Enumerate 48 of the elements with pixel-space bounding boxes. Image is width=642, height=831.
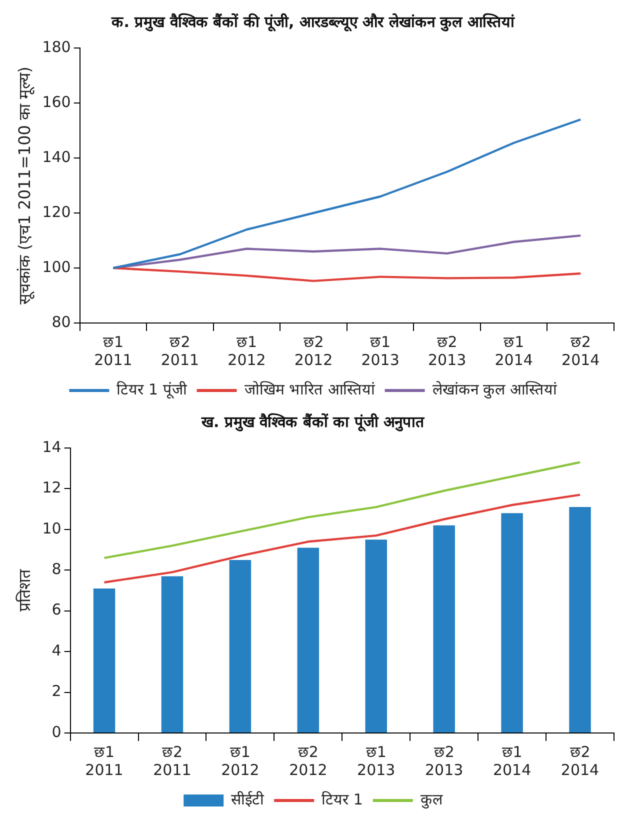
bar xyxy=(501,513,523,732)
chart-title: क. प्रमुख वैश्विक बैंकों की पूंजी, आरडब्ल्यूए और लेखांकन कुल आस्तियां xyxy=(110,12,516,32)
x-tick-label: छ1 2011 xyxy=(94,332,132,369)
y-tick-label: 140 xyxy=(42,148,71,166)
legend-label: कुल xyxy=(420,790,444,810)
y-tick-label: 160 xyxy=(42,92,71,111)
legend-label: जोखिम भारित आस्तियां xyxy=(244,380,376,398)
y-axis-title: सूचकांक (एच1 2011=100 का मूल्य) xyxy=(14,66,35,304)
y-axis-title: प्रतिशत xyxy=(14,568,34,612)
x-tick-label: छ2 2013 xyxy=(428,332,466,369)
y-tick-label: 14 xyxy=(42,438,62,456)
bar xyxy=(365,540,387,732)
bar xyxy=(297,548,320,732)
x-tick-label: छ1 2011 xyxy=(85,742,124,779)
x-tick-label: छ1 2014 xyxy=(492,742,532,779)
y-tick-label: 4 xyxy=(52,641,62,660)
x-tick-label: छ2 2011 xyxy=(153,742,192,779)
x-tick-label: छ2 2012 xyxy=(289,742,328,779)
y-tick-label: 0 xyxy=(52,722,62,741)
x-tick-label: छ2 2014 xyxy=(562,332,600,369)
bar xyxy=(569,507,591,732)
y-tick-label: 8 xyxy=(52,560,62,578)
x-tick-label: छ1 2012 xyxy=(228,332,266,369)
y-tick-label: 6 xyxy=(52,600,62,619)
legend-label: टियर 1 पूंजी xyxy=(116,380,188,400)
y-tick-label: 2 xyxy=(52,682,62,700)
legend-label: सीईटी xyxy=(231,790,266,808)
y-tick-label: 80 xyxy=(52,312,71,331)
x-tick-label: छ1 2013 xyxy=(361,332,400,369)
chart-title: ख. प्रमुख वैश्विक बैंकों का पूंजी अनुपात xyxy=(200,412,426,432)
legend-label: लेखांकन कुल आस्तियां xyxy=(432,380,558,400)
bar xyxy=(161,576,184,732)
x-tick-label: छ2 2013 xyxy=(424,742,464,779)
y-tick-label: 10 xyxy=(42,519,62,538)
bar xyxy=(229,560,252,732)
x-tick-label: छ1 2013 xyxy=(357,742,396,779)
x-tick-label: छ2 2012 xyxy=(294,332,333,369)
y-tick-label: 100 xyxy=(42,258,71,276)
legend-label: टियर 1 xyxy=(322,790,363,808)
x-tick-label: छ2 2011 xyxy=(160,332,200,369)
x-tick-label: छ1 2014 xyxy=(494,332,533,369)
y-tick-label: 12 xyxy=(42,478,62,497)
x-tick-label: छ2 2014 xyxy=(560,742,600,779)
bar xyxy=(433,525,455,732)
y-tick-label: 180 xyxy=(42,38,71,56)
x-tick-label: छ1 2012 xyxy=(221,742,260,779)
bar xyxy=(93,588,116,732)
y-tick-label: 120 xyxy=(42,202,71,221)
